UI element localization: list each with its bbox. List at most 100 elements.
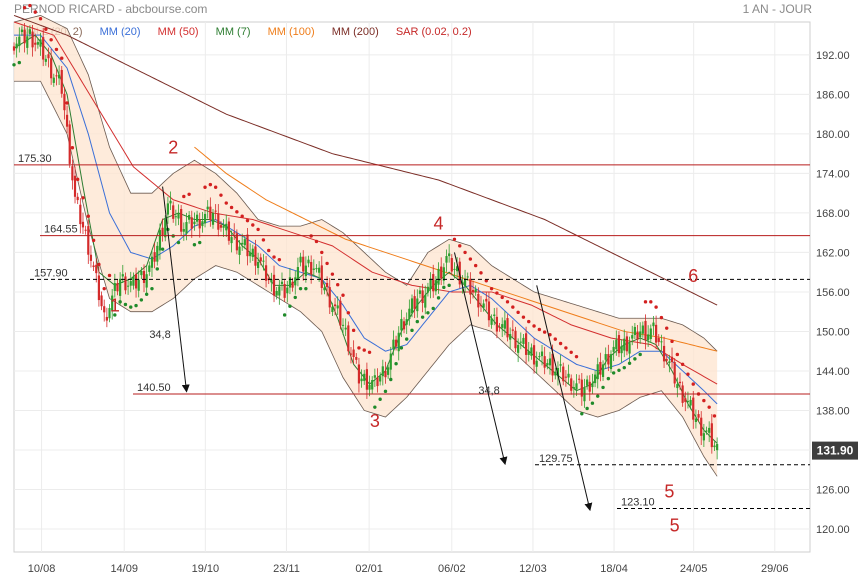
candle-body [623, 338, 626, 351]
candle-body [177, 213, 180, 219]
candle-body [302, 256, 305, 272]
candle-body [442, 267, 445, 281]
candle-body [129, 281, 132, 286]
candle-body [607, 354, 610, 365]
candle-body [572, 387, 575, 389]
candle-body [365, 369, 368, 390]
sar-dot [404, 337, 409, 341]
candle-body [450, 258, 453, 272]
candle-body [166, 203, 169, 215]
y-tick-label: 120.00 [816, 524, 850, 536]
measure-label: 34,8 [149, 329, 170, 341]
annotations: 1 2 3 4 6 5 5 34,8 34,8 [110, 138, 698, 536]
candle-body [203, 213, 207, 224]
sar-dot [314, 239, 319, 244]
legend-mm200: MM (200) [331, 26, 379, 38]
candle-body [538, 356, 541, 358]
sar-dot [86, 214, 90, 218]
sar-dot [298, 286, 303, 291]
candle-body [307, 259, 310, 264]
bollinger-upper [13, 14, 718, 352]
sar-dot [49, 38, 53, 42]
sar-dot [702, 398, 706, 403]
sar-dots [12, 3, 717, 418]
sar-dot [367, 350, 372, 354]
candle-body [95, 264, 98, 274]
sar-dot [686, 372, 690, 376]
candle-body [320, 265, 323, 288]
candle-body [344, 327, 347, 330]
candle-body [31, 31, 34, 48]
candle-body [392, 339, 395, 349]
candle-body [76, 196, 79, 201]
level-label: 123.10 [621, 497, 655, 509]
sar-dot [436, 296, 441, 300]
candle-body [336, 305, 339, 309]
candle-body [509, 334, 512, 340]
projection-arrows [162, 186, 593, 512]
candle-body [673, 362, 676, 384]
candles [12, 22, 719, 460]
candle-body [466, 276, 469, 278]
candle-body [620, 345, 623, 354]
candle-body [230, 237, 233, 244]
candle-body [554, 371, 557, 376]
candle-body [522, 337, 525, 344]
sar-dot [198, 240, 202, 245]
sar-dot [420, 315, 425, 319]
candle-body [647, 334, 650, 341]
sar-dot [596, 394, 600, 398]
sar-dot [431, 306, 435, 311]
candle-body [52, 77, 55, 83]
sar-dot [389, 377, 393, 382]
candle-body [333, 304, 337, 307]
candle-body [124, 276, 127, 291]
candle-body [291, 281, 294, 288]
sar-dot [65, 101, 69, 105]
candle-body [257, 261, 260, 269]
sar-dot [426, 311, 430, 315]
candle-body [628, 343, 631, 354]
candle-body [408, 308, 411, 320]
sar-dot [558, 341, 563, 346]
candle-body [413, 296, 416, 309]
candle-body [18, 36, 21, 46]
candle-body [108, 308, 111, 319]
sar-dot [691, 382, 695, 386]
sar-dot [38, 17, 43, 21]
sar-dot [75, 177, 80, 182]
y-tick-label: 180.00 [816, 129, 850, 141]
candle-body [556, 367, 560, 377]
projection-arrow [453, 252, 508, 466]
sar-dot [203, 185, 207, 189]
candle-body [708, 427, 711, 433]
candle-body [530, 347, 533, 356]
sar-dot [654, 305, 658, 309]
candle-body [410, 298, 414, 314]
candle-body [649, 328, 652, 340]
candle-body [482, 303, 485, 308]
candle-body [421, 290, 424, 304]
candle-body [599, 361, 602, 375]
candle-body [190, 217, 193, 229]
candle-body [150, 256, 154, 268]
candle-body [71, 166, 74, 181]
sar-dot [452, 237, 457, 241]
candle-body [185, 222, 188, 234]
sar-dot [304, 286, 308, 291]
candle-body [315, 268, 318, 270]
candle-body [188, 215, 191, 220]
candle-body [323, 287, 326, 291]
candle-body [463, 279, 467, 287]
candle-body [246, 234, 249, 257]
sar-dot [102, 286, 106, 291]
sar-dot [649, 300, 653, 304]
candle-body [373, 375, 376, 378]
candle-body [562, 366, 565, 382]
candle-body [161, 227, 164, 235]
sar-dot [33, 10, 37, 14]
candle-body [440, 266, 443, 279]
sar-dot [176, 240, 181, 245]
sar-dot [351, 328, 356, 333]
sar-dot [712, 414, 717, 418]
